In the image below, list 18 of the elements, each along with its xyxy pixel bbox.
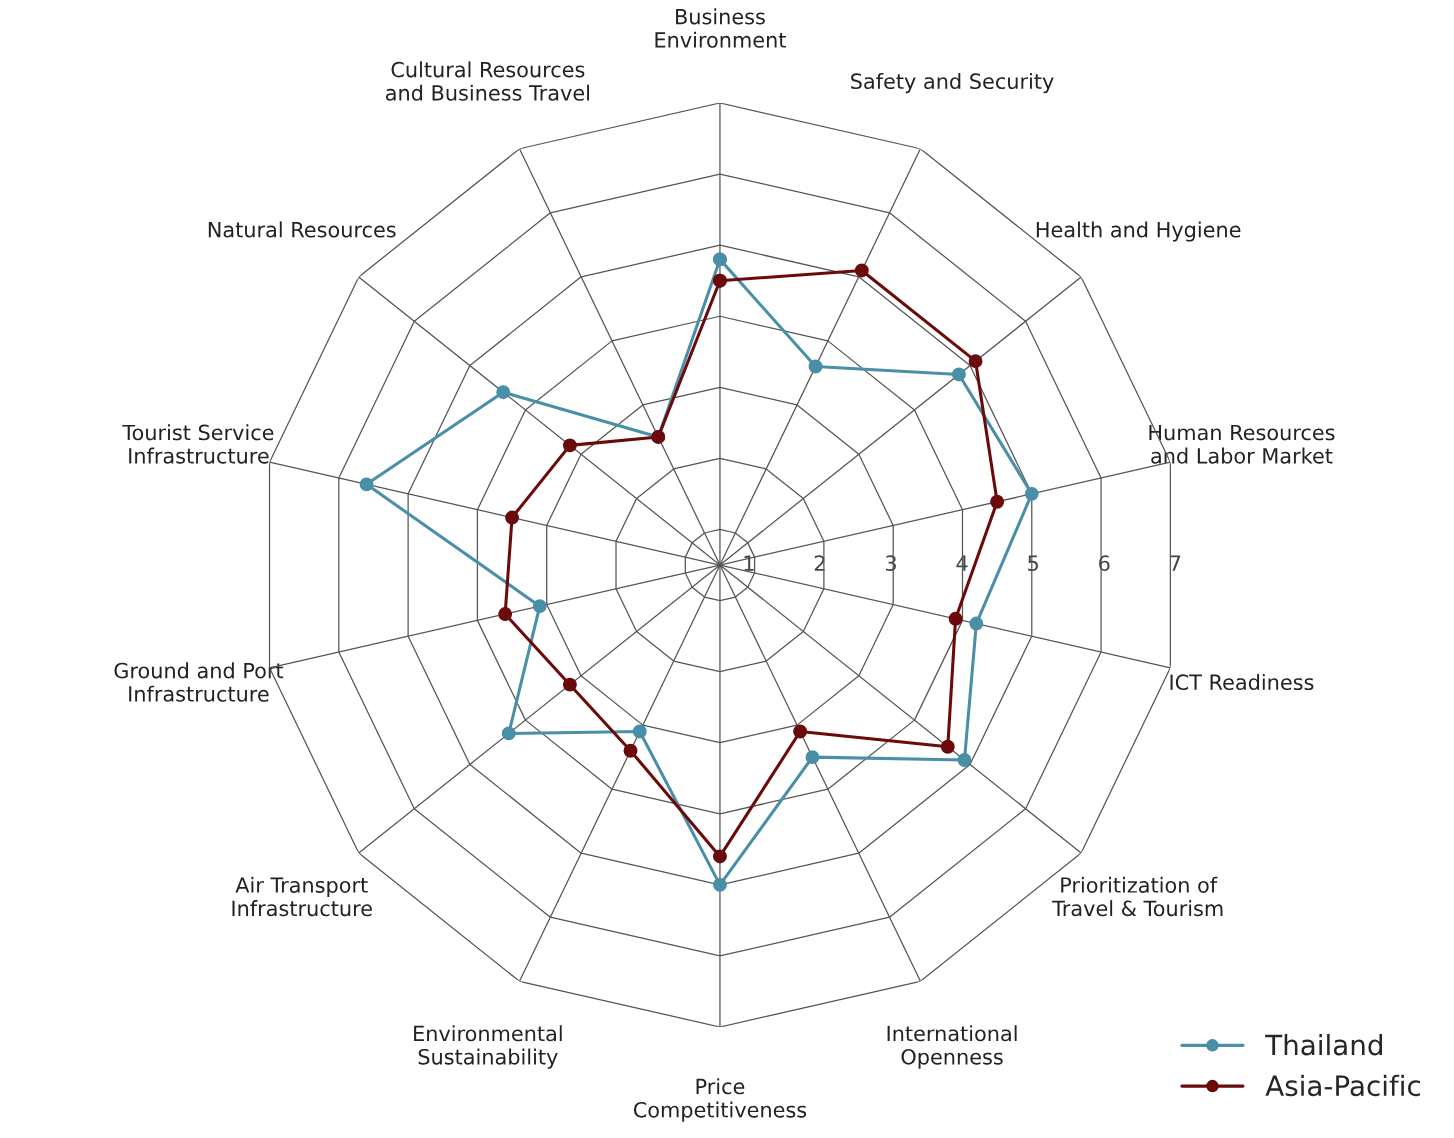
spoke-label: Air Transport Infrastructure: [232, 876, 372, 917]
spoke-label: ICT Readiness: [1170, 673, 1314, 691]
spoke-label: Environmental Sustainability: [414, 1025, 562, 1069]
y-tick-label: 1: [744, 555, 754, 571]
spoke-label: Tourist Service Infrastructure: [122, 424, 274, 464]
y-tick-label: 7: [1170, 555, 1181, 571]
spoke-label: Business Environment: [655, 8, 786, 48]
spoke-label: Ground and Port Infrastructure: [114, 662, 284, 702]
legend-label: Asia-Pacific: [1265, 1074, 1421, 1097]
spoke-label: Safety and Security: [851, 72, 1054, 94]
spoke-label: Cultural Resources and Business Travel: [385, 61, 590, 101]
spoke-label: Human Resources and Labor Market: [1149, 424, 1335, 464]
spoke-label: Price Competitiveness: [633, 1078, 807, 1122]
spoke-label: Health and Hygiene: [1036, 221, 1241, 242]
spoke-label: International Openness: [887, 1025, 1017, 1069]
spoke-label: Natural Resources: [208, 221, 396, 238]
legend-label: Thailand: [1265, 1033, 1382, 1056]
spoke-label: Prioritization of Travel & Tourism: [1052, 876, 1223, 917]
